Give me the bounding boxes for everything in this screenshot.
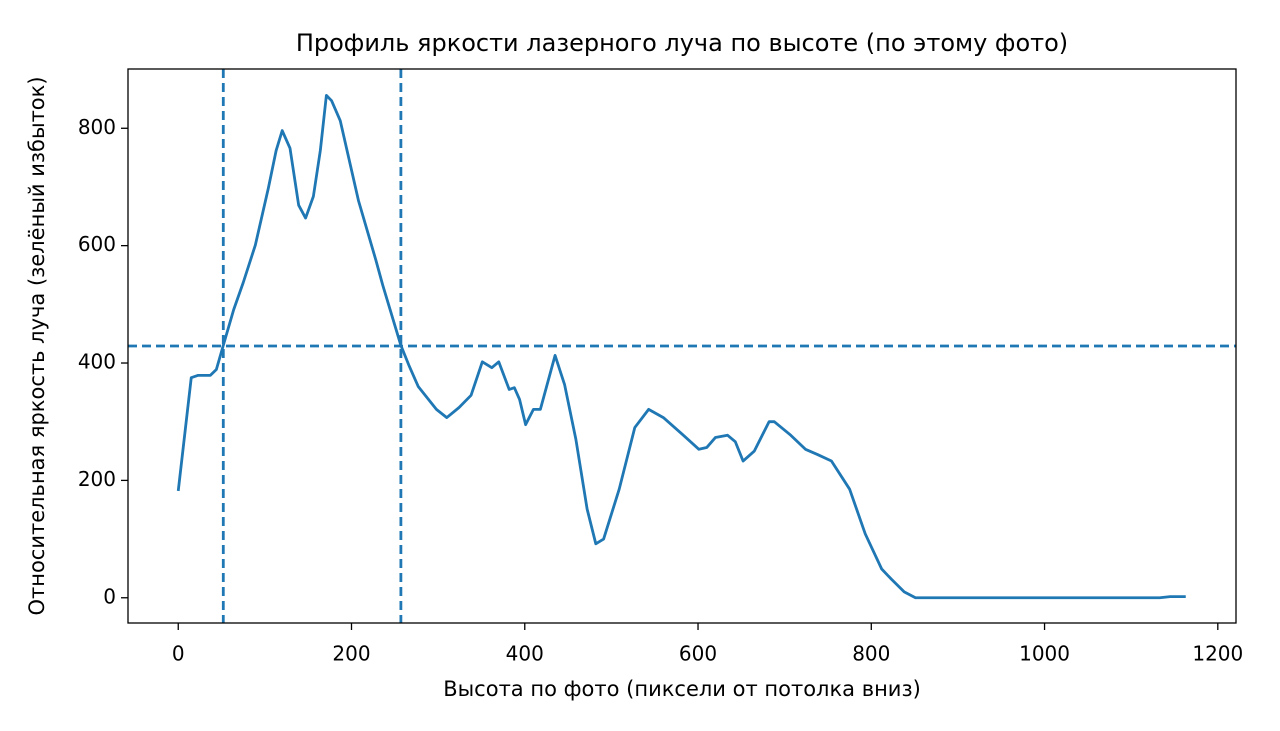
y-tick-label: 600 <box>78 232 116 256</box>
x-tick-label: 400 <box>506 642 544 666</box>
x-tick-label: 200 <box>332 642 370 666</box>
y-tick-label: 200 <box>78 467 116 491</box>
x-tick-label: 800 <box>852 642 890 666</box>
chart-title: Профиль яркости лазерного луча по высоте… <box>296 29 1068 57</box>
x-tick-label: 1200 <box>1192 642 1243 666</box>
y-tick-label: 800 <box>78 115 116 139</box>
x-tick-label: 600 <box>679 642 717 666</box>
y-tick-label: 0 <box>103 584 116 608</box>
plot-frame <box>127 68 1237 624</box>
y-axis-label: Относительная яркость луча (зелёный избы… <box>25 76 49 615</box>
x-tick-label: 1000 <box>1019 642 1070 666</box>
data-line <box>176 94 1186 600</box>
x-axis-label: Высота по фото (пиксели от потолка вниз) <box>443 677 921 701</box>
x-tick-label: 0 <box>172 642 185 666</box>
y-tick-label: 400 <box>78 350 116 374</box>
